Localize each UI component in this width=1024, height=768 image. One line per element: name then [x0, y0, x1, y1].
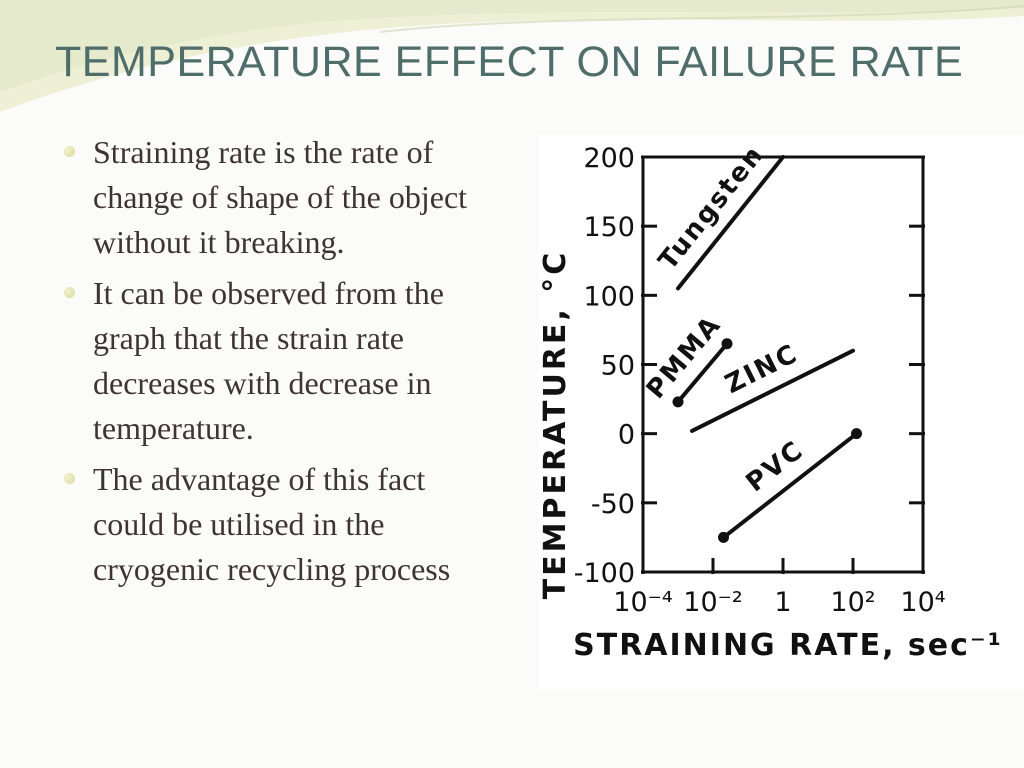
y-tick-label: -100: [574, 558, 635, 589]
series-label-tungsten: Tungsten: [653, 140, 770, 276]
bullet-dot-icon: [64, 287, 75, 298]
x-tick-label: 10⁴: [900, 587, 945, 618]
series-label-zinc: ZINC: [720, 339, 803, 400]
series-line-tungsten: [676, 155, 785, 291]
data-point-pmma: [721, 338, 733, 350]
x-tick-label: 10²: [830, 587, 875, 618]
background-swoosh: [0, 0, 1024, 112]
y-tick-label: -50: [591, 489, 635, 520]
bullet-text: Straining rate is the rate of change of …: [93, 134, 468, 260]
temperature-strain-rate-chart: 200 150 100 50 0 -50 -100 10⁻⁴ 10⁻² 1 10² 10⁴ TEMPER…: [538, 135, 1024, 690]
bullet-dot-icon: [64, 146, 75, 157]
bullet-text: The advantage of this fact could be util…: [93, 461, 451, 587]
x-tick-label: 10⁻²: [683, 587, 742, 618]
bullet-item: The advantage of this fact could be util…: [64, 457, 504, 592]
bullet-text: It can be observed from the graph that t…: [93, 275, 444, 446]
slide-title: TEMPERATURE EFFECT ON FAILURE RATE: [55, 38, 964, 86]
y-tick-label: 0: [618, 420, 635, 451]
series-label-pvc: PVC: [741, 435, 810, 498]
bullet-item: Straining rate is the rate of change of …: [64, 130, 504, 265]
x-axis-label: STRAINING RATE, sec⁻¹: [573, 628, 1003, 663]
y-tick-label: 150: [583, 212, 635, 243]
y-axis-label: TEMPERATURE, °C: [538, 250, 573, 600]
data-point-pvc: [718, 531, 729, 543]
x-tick-label: 10⁻⁴: [613, 587, 672, 618]
data-point-pvc: [851, 428, 862, 440]
data-point-pmma: [672, 396, 684, 408]
bullet-item: It can be observed from the graph that t…: [64, 271, 504, 451]
series-line-pmma: [676, 341, 729, 404]
x-tick-label: 1: [774, 587, 791, 618]
bullet-dot-icon: [64, 473, 75, 484]
y-tick-label: 100: [583, 281, 635, 312]
y-tick-label: 200: [583, 143, 635, 174]
y-tick-label: 50: [601, 351, 635, 382]
series-line-zinc: [690, 348, 855, 433]
series-line-pvc: [721, 431, 859, 540]
bullet-list: Straining rate is the rate of change of …: [64, 130, 504, 598]
